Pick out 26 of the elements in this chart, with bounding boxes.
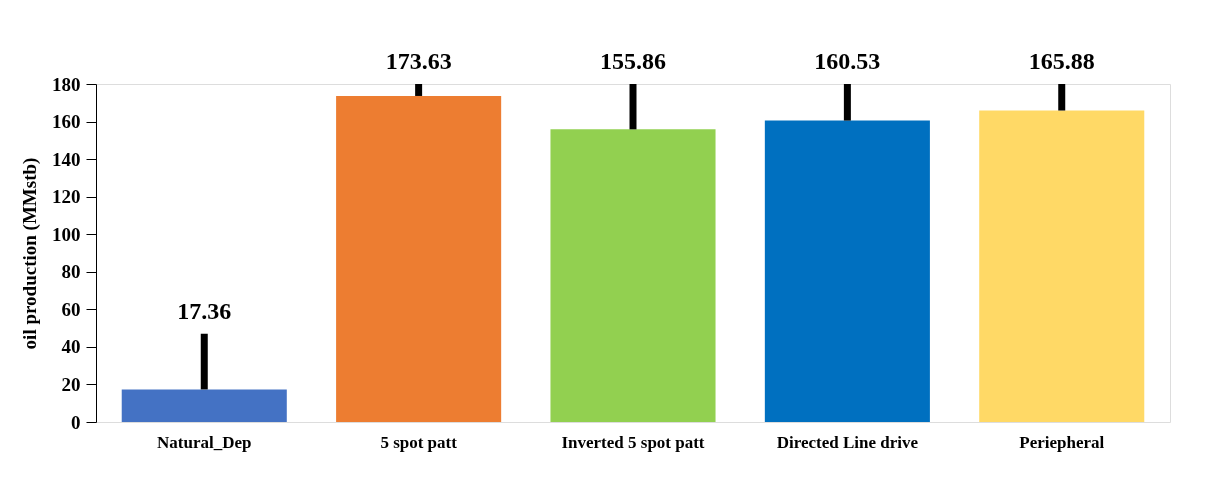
y-tick-label: 80 xyxy=(61,261,81,283)
bar xyxy=(336,95,502,422)
data-label: 160.53 xyxy=(814,48,881,74)
data-label: 155.86 xyxy=(600,48,666,74)
x-tick-label: Directed Line drive xyxy=(776,432,919,452)
y-tick-label: 140 xyxy=(52,148,81,170)
bar xyxy=(121,389,287,422)
y-tick-label: 0 xyxy=(71,411,81,433)
bar xyxy=(764,120,930,422)
y-tick-label: 20 xyxy=(61,373,81,395)
data-label: 173.63 xyxy=(385,48,452,74)
x-tick-label: Natural_Dep xyxy=(157,432,252,452)
y-tick-label: 40 xyxy=(61,336,81,358)
bar xyxy=(979,110,1145,422)
y-tick-label: 160 xyxy=(52,111,81,133)
y-tick-label: 60 xyxy=(61,298,81,320)
bar xyxy=(550,129,716,422)
y-tick-label: 100 xyxy=(52,223,81,245)
y-tick-label: 180 xyxy=(52,73,81,95)
y-axis-title: oil production (MMstb) xyxy=(19,157,41,350)
x-tick-label: Inverted 5 spot patt xyxy=(561,432,705,452)
data-label: 165.88 xyxy=(1028,48,1095,74)
data-label: 17.36 xyxy=(177,297,232,324)
y-tick-label: 120 xyxy=(52,186,81,208)
x-tick-label: Periepheral xyxy=(1019,432,1105,452)
x-tick-label: 5 spot patt xyxy=(380,432,458,452)
